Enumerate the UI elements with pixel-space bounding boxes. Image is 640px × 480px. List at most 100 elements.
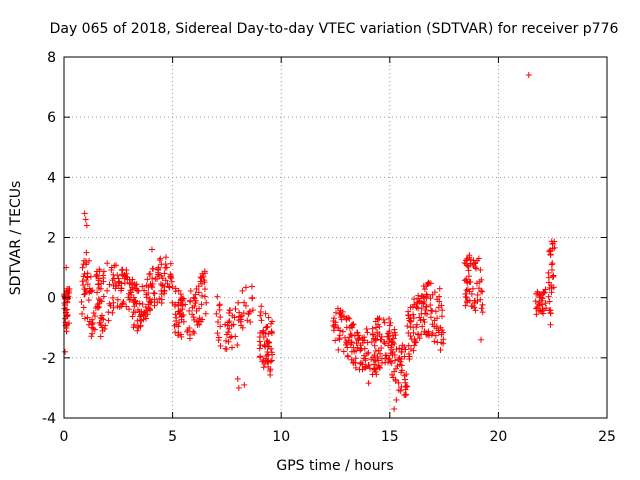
data-point	[178, 294, 185, 301]
data-point	[81, 291, 88, 298]
x-tick-label: 10	[272, 429, 290, 445]
data-point	[401, 391, 408, 398]
data-point	[109, 277, 116, 284]
data-point	[231, 314, 238, 321]
data-point	[406, 315, 413, 322]
data-point	[232, 305, 239, 312]
x-tick-label: 0	[60, 429, 69, 445]
data-point	[419, 323, 426, 330]
data-point	[391, 329, 398, 336]
data-point	[172, 285, 179, 292]
data-point	[548, 289, 555, 296]
data-point	[463, 287, 470, 294]
data-point	[417, 317, 424, 324]
data-point	[215, 337, 222, 344]
data-point	[469, 285, 476, 292]
data-point	[268, 357, 275, 364]
data-point	[226, 307, 233, 314]
data-point	[465, 263, 472, 270]
data-point	[427, 314, 434, 321]
data-point	[374, 329, 381, 336]
data-point	[249, 294, 256, 301]
y-tick-label: 4	[47, 170, 56, 186]
data-point	[95, 296, 102, 303]
data-point	[226, 318, 233, 325]
data-point	[411, 296, 418, 303]
data-point	[375, 357, 382, 364]
data-point	[462, 302, 469, 309]
data-point	[192, 291, 199, 298]
data-point	[134, 323, 141, 330]
data-point	[158, 296, 165, 303]
data-point	[94, 272, 101, 279]
data-point	[141, 287, 148, 294]
data-point	[137, 317, 144, 324]
data-point	[368, 338, 375, 345]
data-point	[354, 329, 361, 336]
data-point	[138, 317, 145, 324]
data-point	[437, 347, 444, 354]
data-point	[335, 346, 342, 353]
data-point	[391, 351, 398, 358]
data-point	[378, 355, 385, 362]
data-point	[361, 345, 368, 352]
data-point	[431, 289, 438, 296]
data-point	[100, 316, 107, 323]
data-point	[256, 345, 263, 352]
data-point	[86, 257, 93, 264]
data-point	[114, 272, 121, 279]
data-point	[365, 380, 372, 387]
data-point	[438, 339, 445, 346]
data-point	[149, 284, 156, 291]
data-point	[84, 314, 91, 321]
data-point	[166, 284, 173, 291]
x-tick-label: 5	[168, 429, 177, 445]
data-point	[228, 322, 235, 329]
data-point	[83, 261, 90, 268]
data-point	[387, 358, 394, 365]
data-points	[61, 72, 558, 412]
data-point	[437, 324, 444, 331]
data-point	[404, 323, 411, 330]
data-point	[268, 320, 275, 327]
data-point	[468, 303, 475, 310]
data-point	[532, 298, 539, 305]
data-point	[387, 319, 394, 326]
data-point	[90, 310, 97, 317]
data-point	[81, 210, 88, 217]
data-point	[244, 317, 251, 324]
data-point	[179, 295, 186, 302]
data-point	[142, 304, 149, 311]
data-point	[222, 337, 229, 344]
data-point	[180, 311, 187, 318]
x-tick-label: 20	[489, 429, 507, 445]
data-point	[352, 364, 359, 371]
data-point	[202, 310, 209, 317]
data-point	[386, 330, 393, 337]
data-point	[119, 271, 126, 278]
data-point	[398, 349, 405, 356]
data-point	[350, 359, 357, 366]
plot-frame	[63, 56, 608, 419]
data-point	[156, 272, 163, 279]
data-point	[396, 361, 403, 368]
data-point	[228, 344, 235, 351]
data-point	[464, 286, 471, 293]
data-point	[82, 216, 89, 223]
data-point	[214, 330, 221, 337]
data-point	[131, 280, 138, 287]
data-point	[83, 222, 90, 229]
data-point	[543, 305, 550, 312]
data-point	[257, 353, 264, 360]
data-point	[213, 310, 220, 317]
data-point	[222, 321, 229, 328]
data-point	[261, 360, 268, 367]
data-point	[479, 301, 486, 308]
data-point	[420, 293, 427, 300]
data-point	[235, 299, 242, 306]
data-point	[190, 294, 197, 301]
data-point	[416, 335, 423, 342]
data-point	[109, 309, 116, 316]
data-point	[148, 246, 155, 253]
data-point	[80, 282, 87, 289]
